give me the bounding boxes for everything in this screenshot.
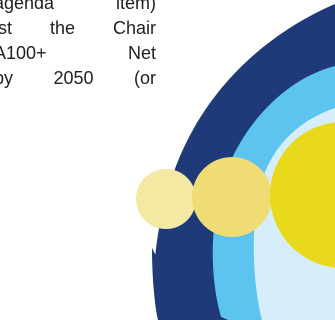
paragraph-excerpt: agenda item) ist the Chair A100+ Net by … xyxy=(0,0,156,91)
text-line-2: ist the Chair xyxy=(0,18,156,38)
text-line-1: agenda item) xyxy=(0,0,156,13)
navy-lower-arc xyxy=(152,248,228,320)
light-yellow-circle xyxy=(192,157,272,237)
yellow-large-circle xyxy=(270,122,335,268)
text-line-3: A100+ Net xyxy=(0,43,156,63)
text-line-4: by 2050 (or xyxy=(0,68,156,88)
pale-yellow-circle xyxy=(136,169,196,229)
